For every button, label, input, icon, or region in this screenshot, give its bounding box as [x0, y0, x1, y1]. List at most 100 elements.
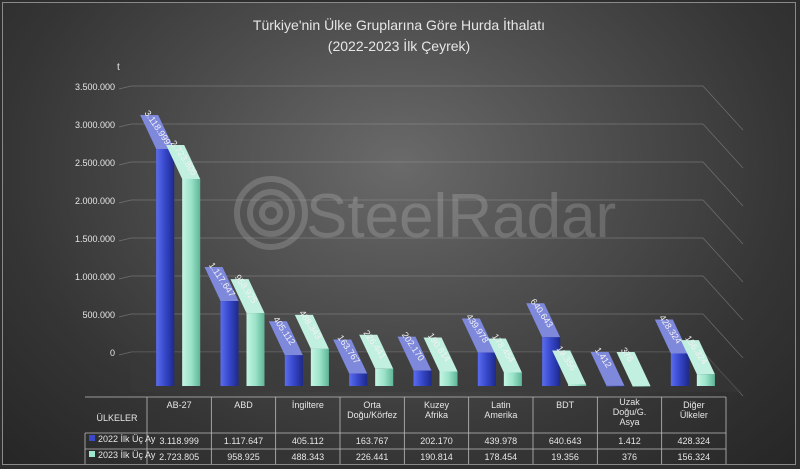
- bar-2022: [204, 267, 239, 386]
- table-value: 19.356: [551, 452, 579, 462]
- gridline-side: [702, 237, 744, 283]
- table-value: 156.324: [678, 452, 711, 462]
- y-tick-label: 1.500.000: [75, 234, 115, 244]
- bar-front: [670, 353, 689, 386]
- bar-front: [542, 337, 561, 386]
- category-label: ABD: [234, 400, 253, 410]
- y-tick-label: 2.500.000: [75, 158, 115, 168]
- category-label: Orta Doğu/Körfez: [347, 400, 398, 420]
- gridline-side: [702, 123, 744, 169]
- chart-frame: Türkiye'nin Ülke Gruplarına Göre Hurda İ…: [2, 2, 796, 465]
- table-value: 3.118.999: [159, 436, 198, 446]
- bar-2023: [359, 334, 394, 386]
- table-value: 488.343: [292, 452, 325, 462]
- table-value: 439.978: [485, 436, 518, 446]
- bar-front: [375, 368, 394, 386]
- table-value: 2.723.805: [159, 452, 199, 462]
- y-tick-label: 3.000.000: [75, 120, 115, 130]
- legend-label: 2022 İlk Üç Ay: [98, 434, 156, 444]
- y-axis-unit: t: [117, 62, 120, 73]
- y-tick-label: 3.500.000: [75, 82, 115, 92]
- legend-swatch: [89, 451, 95, 457]
- watermark-logo-icon: [234, 176, 308, 250]
- gridline-tick: [118, 161, 132, 166]
- gridline-side: [702, 275, 744, 321]
- bar-top: [461, 318, 496, 353]
- table-value: 226.441: [356, 452, 389, 462]
- table-value: 1.412: [618, 436, 641, 446]
- gridline-side: [702, 85, 744, 131]
- gridline-tick: [118, 199, 132, 204]
- table-value: 376: [622, 452, 637, 462]
- bar-front: [503, 372, 522, 386]
- bar-2022: [461, 318, 496, 386]
- gridline-tick: [118, 313, 132, 318]
- category-label: Uzak Doğu/G. Asya: [613, 397, 647, 427]
- bar-front: [568, 384, 587, 386]
- category-label: AB-27: [167, 400, 192, 410]
- bar-2023: [616, 351, 651, 387]
- bar-top: [204, 267, 239, 302]
- bar-top: [487, 338, 522, 373]
- gridline-tick: [118, 85, 132, 90]
- table-header: ÜLKELER: [96, 413, 138, 423]
- bar-top: [140, 114, 175, 149]
- y-tick-label: 1.000.000: [75, 272, 115, 282]
- bar-front: [349, 373, 368, 386]
- bars: [140, 114, 715, 387]
- bar-top: [359, 334, 394, 369]
- category-label: BDT: [556, 400, 575, 410]
- bar-2023: [680, 340, 715, 386]
- bar-2023: [487, 338, 522, 386]
- table-value: 163.767: [356, 436, 389, 446]
- bar-front: [220, 301, 239, 386]
- gridline-tick: [118, 123, 132, 128]
- bar-2023: [294, 314, 329, 386]
- watermark-text: SteelRadar: [306, 182, 616, 251]
- legend-label: 2023 İlk Üç Ay: [98, 450, 156, 460]
- category-label: İngiltere: [292, 400, 324, 410]
- gridline-side: [702, 351, 744, 397]
- bar-top: [230, 279, 265, 314]
- bar-2022: [654, 319, 689, 386]
- bar-2022: [333, 339, 368, 386]
- bar-chart: Türkiye'nin Ülke Gruplarına Göre Hurda İ…: [75, 16, 744, 464]
- data-table: ÜLKELER AB-27 3.118.999 2.723.805 ABD 1.117.6…: [84, 396, 727, 464]
- bar-front: [606, 385, 625, 387]
- category-label: Latin Amerika: [484, 400, 517, 420]
- table-value: 190.814: [420, 452, 453, 462]
- bar-2023: [230, 279, 265, 386]
- gridline-side: [702, 199, 744, 245]
- bar-front: [182, 178, 201, 386]
- bar-2022: [268, 321, 303, 386]
- bar-top: [552, 350, 587, 385]
- bar-top: [166, 144, 201, 179]
- y-axis-ticks: 0 500.000 1.000.000 1.500.000 2.000.000 2.500…: [75, 82, 115, 358]
- bar-top: [294, 314, 329, 349]
- bar-front: [696, 374, 715, 386]
- bar-top: [333, 339, 368, 374]
- table-value: 405.112: [292, 436, 324, 446]
- steelradar-watermark: SteelRadar: [234, 176, 616, 251]
- bar-front: [439, 371, 458, 386]
- gridline-tick: [118, 351, 132, 356]
- y-tick-label: 2.000.000: [75, 196, 115, 206]
- table-value: 178.454: [485, 452, 518, 462]
- bar-2023: [166, 144, 201, 386]
- bar-2022: [526, 303, 561, 386]
- bar-2022: [397, 336, 432, 386]
- chart-subtitle: (2022-2023 İlk Çeyrek): [328, 37, 470, 54]
- legend-swatch: [89, 435, 95, 441]
- bar-2022: [140, 114, 175, 386]
- bar-front: [632, 385, 651, 387]
- bar-2023: [552, 350, 587, 386]
- gridline-side: [702, 161, 744, 207]
- floor: [131, 352, 742, 392]
- gridline-tick: [118, 275, 132, 280]
- y-tick-label: 500.000: [82, 310, 115, 320]
- bar-front: [310, 348, 329, 386]
- chart-title: Türkiye'nin Ülke Gruplarına Göre Hurda İ…: [253, 16, 545, 33]
- bar-top: [590, 351, 625, 386]
- bar-top: [397, 336, 432, 371]
- category-label: Kuzey Afrika: [424, 400, 450, 420]
